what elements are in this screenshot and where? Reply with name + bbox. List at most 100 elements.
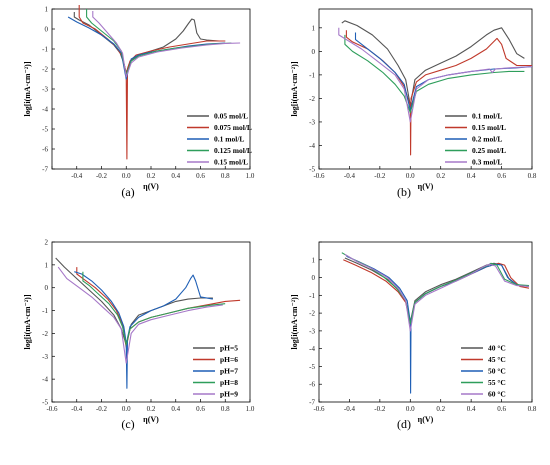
- x-tick-label: 0.4: [467, 405, 476, 413]
- y-axis-label: log[i(mA·cm⁻²)]: [23, 294, 32, 349]
- x-tick-label: 0.6: [196, 172, 205, 180]
- y-tick-label: -4: [42, 376, 48, 384]
- x-tick-label: -0.2: [96, 172, 108, 180]
- legend-label: 40 °C: [488, 344, 506, 353]
- legend-label: pH=6: [220, 355, 238, 364]
- legend-label: pH=7: [220, 367, 238, 376]
- legend-label: 0.075 mol/L: [214, 123, 252, 132]
- y-tick-label: -2: [42, 330, 48, 338]
- y-tick-label: -2: [42, 66, 48, 74]
- series-line-1: [78, 5, 226, 160]
- x-tick-label: 0.8: [221, 405, 230, 413]
- x-tick-label: 0.4: [171, 172, 180, 180]
- legend-label: 0.15 mol/L: [472, 123, 506, 132]
- y-tick-label: -4: [42, 106, 48, 114]
- x-tick-label: 0.8: [528, 405, 537, 413]
- y-tick-label: 0: [312, 48, 316, 56]
- y-tick-label: -5: [42, 399, 48, 407]
- legend-label: 0.125 mol/L: [214, 146, 252, 155]
- legend-label: 50 °C: [488, 367, 506, 376]
- legend-label: 55 °C: [488, 378, 506, 387]
- y-tick-label: -5: [309, 363, 315, 371]
- x-tick-label: 0.0: [122, 405, 131, 413]
- y-tick-label: -1: [309, 71, 315, 79]
- x-tick-label: 0.6: [497, 405, 506, 413]
- y-tick-label: -2: [309, 95, 315, 103]
- legend-label: 0.1 mol/L: [214, 135, 244, 144]
- y-tick-label: -7: [42, 166, 48, 174]
- panel-label: (a): [121, 185, 134, 199]
- x-tick-label: -0.4: [344, 172, 356, 180]
- legend-label: pH=8: [220, 378, 238, 387]
- y-tick-label: -1: [42, 307, 48, 315]
- x-tick-label: -0.4: [71, 405, 83, 413]
- x-tick-label: 0.2: [436, 172, 445, 180]
- series-line-3: [344, 34, 525, 114]
- x-tick-label: 0.2: [147, 172, 156, 180]
- y-tick-label: 1: [45, 261, 49, 269]
- plot-frame: [318, 241, 533, 403]
- series-line-2: [74, 271, 213, 389]
- y-tick-label: 1: [312, 24, 316, 32]
- y-tick-label: -5: [309, 166, 315, 174]
- x-tick-label: 0.6: [497, 172, 506, 180]
- panel-label: (d): [397, 417, 411, 431]
- y-tick-label: -7: [309, 399, 315, 407]
- legend-label: 0.15 mol/L: [214, 158, 248, 167]
- y-axis-label: log[i(mA·cm⁻²)]: [23, 61, 32, 116]
- y-tick-label: -3: [42, 353, 48, 361]
- y-tick-label: 1: [312, 256, 316, 264]
- y-tick-label: -3: [309, 327, 315, 335]
- legend-label: 60 °C: [488, 390, 506, 399]
- legend-label: 0.1 mol/L: [472, 112, 502, 121]
- panel-label: (c): [121, 417, 134, 431]
- series-line-4: [344, 253, 530, 332]
- x-tick-label: -0.2: [374, 172, 386, 180]
- y-tick-label: 2: [45, 239, 49, 247]
- y-tick-label: -4: [309, 345, 315, 353]
- y-tick-label: -5: [42, 126, 48, 134]
- x-tick-label: -0.6: [313, 172, 325, 180]
- legend-label: 0.2 mol/L: [472, 135, 502, 144]
- series-line-0: [55, 257, 213, 346]
- x-tick-label: 0.0: [406, 405, 415, 413]
- y-tick-label: 0: [312, 274, 316, 282]
- y-tick-label: -1: [309, 292, 315, 300]
- x-axis-label: η(V): [418, 415, 434, 424]
- series-line-1: [76, 267, 241, 348]
- y-tick-label: -1: [42, 46, 48, 54]
- x-tick-label: -0.4: [71, 172, 83, 180]
- series-line-2: [67, 16, 226, 80]
- series-line-1: [345, 30, 532, 156]
- x-tick-label: 1.0: [246, 172, 255, 180]
- legend-label: 0.25 mol/L: [472, 146, 506, 155]
- legend-label: pH=5: [220, 344, 238, 353]
- series-line-4: [338, 27, 533, 123]
- plot-frame: [51, 8, 251, 170]
- x-tick-label: -0.2: [96, 405, 108, 413]
- panel-label: (b): [397, 185, 411, 199]
- series-line-0: [341, 20, 525, 107]
- x-tick-label: -0.2: [374, 405, 386, 413]
- x-tick-label: 0.0: [406, 172, 415, 180]
- x-tick-label: 0.6: [196, 405, 205, 413]
- series-line-4: [57, 266, 223, 364]
- x-tick-label: 0.4: [467, 172, 476, 180]
- plot-frame: [318, 8, 533, 170]
- x-tick-label: 1.0: [246, 405, 255, 413]
- x-tick-label: 0.4: [171, 405, 180, 413]
- x-tick-label: -0.6: [313, 405, 325, 413]
- legend-label: 45 °C: [488, 355, 506, 364]
- y-tick-label: -4: [309, 142, 315, 150]
- legend-label: 0.05 mol/L: [214, 112, 248, 121]
- x-tick-label: -0.6: [46, 405, 58, 413]
- series-line-3: [82, 271, 226, 346]
- x-tick-label: 0.2: [436, 405, 445, 413]
- y-axis-label: log[i(mA·cm⁻²)]: [290, 61, 299, 116]
- chart-panel-2: -0.6 -0.4 -0.2 0.0 0.2 0.4 0.6 0.8 1.0 -5 -4 -3 -2 -1…: [23, 239, 255, 432]
- x-axis-label: η(V): [143, 182, 159, 191]
- x-tick-label: 0.2: [147, 405, 156, 413]
- legend-label: 0.3 mol/L: [472, 158, 502, 167]
- y-tick-label: -6: [42, 146, 48, 154]
